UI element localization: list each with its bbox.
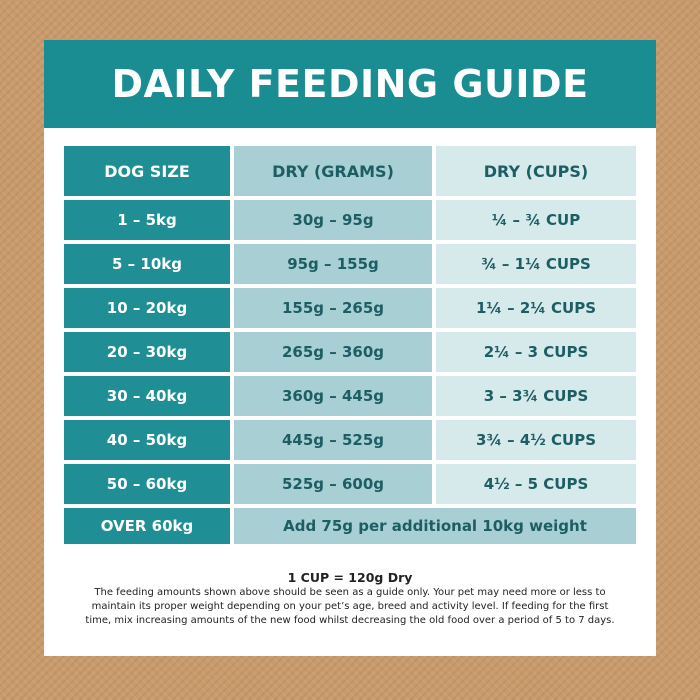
row-header: OVER 60kg [64,508,230,544]
table-cell: 445g – 525g [234,420,432,460]
row-header: 20 – 30kg [64,332,230,372]
table-cell: 265g – 360g [234,332,432,372]
table-cell: 95g – 155g [234,244,432,284]
table-cell: 2¼ – 3 CUPS [436,332,636,372]
row-header: 10 – 20kg [64,288,230,328]
row-header: 5 – 10kg [64,244,230,284]
table-cell: Add 75g per additional 10kg weight [234,508,636,544]
row-header: 30 – 40kg [64,376,230,416]
note-text: The feeding amounts shown above should b… [85,587,615,626]
table-cell: 3¾ – 4½ CUPS [436,420,636,460]
table-cell: 3 – 3¾ CUPS [436,376,636,416]
feeding-guide-card: DAILY FEEDING GUIDE DOG SIZE DRY (GRAMS) D… [44,40,656,656]
table-cell: 4½ – 5 CUPS [436,464,636,504]
title: DAILY FEEDING GUIDE [111,62,589,106]
table-cell: 1¼ – 2¼ CUPS [436,288,636,328]
row-header: 40 – 50kg [64,420,230,460]
table-cell: 30g – 95g [234,200,432,240]
title-band [44,40,656,128]
table-cell: 360g – 445g [234,376,432,416]
note-title: 1 CUP = 120g Dry [287,570,413,585]
column-header: DRY (GRAMS) [234,146,432,196]
table-cell: 155g – 265g [234,288,432,328]
row-header: 50 – 60kg [64,464,230,504]
column-header: DOG SIZE [64,146,230,196]
row-header: 1 – 5kg [64,200,230,240]
table-cell: ¼ – ¾ CUP [436,200,636,240]
table-cell: ¾ – 1¼ CUPS [436,244,636,284]
column-header: DRY (CUPS) [436,146,636,196]
table-cell: 525g – 600g [234,464,432,504]
